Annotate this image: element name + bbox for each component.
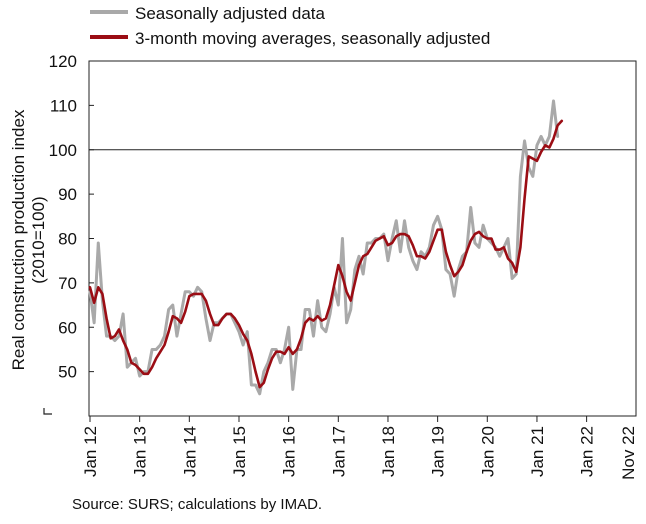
legend-label-moving-average: 3-month moving averages, seasonally adju… [135,29,490,48]
x-tick-label: Jan 12 [81,426,100,477]
x-tick-label: Jan 14 [180,426,199,477]
x-tick-label: Jan 13 [131,426,150,477]
y-tick-label: 100 [49,141,77,160]
y-axis-title: Real construction production index (2010… [9,109,48,370]
series-line-seasonally-adjusted [88,99,560,396]
y-tick-label: 120 [49,52,77,71]
series-layer [88,99,564,396]
y-axis: 50 60 70 80 90 100 110 120 [49,52,94,382]
legend: Seasonally adjusted data 3-month moving … [90,4,490,48]
series-line-moving-average [88,119,564,389]
y-tick-label: 70 [58,274,77,293]
x-tick-label: Jan 22 [578,426,597,477]
y-tick-label: 60 [58,318,77,337]
y-axis-title-line1: Real construction production index [9,109,28,370]
x-tick-label: Nov 22 [619,426,638,480]
axis-break-icon [43,408,52,415]
y-tick-label: 110 [50,96,77,115]
y-tick-label: 50 [58,363,77,382]
y-axis-title-line2: (2010=100) [29,196,48,283]
y-tick-label: 90 [58,185,77,204]
x-tick-label: Jan 21 [528,426,547,477]
y-tick-label: 80 [58,230,77,249]
x-tick-label: Jan 15 [230,426,249,477]
x-tick-label: Jan 17 [329,426,348,477]
x-tick-label: Jan 16 [280,426,299,477]
x-tick-label: Jan 20 [478,426,497,477]
legend-label-seasonally-adjusted: Seasonally adjusted data [135,4,326,23]
x-tick-label: Jan 19 [429,426,448,477]
x-axis: Jan 12 Jan 13 Jan 14 Jan 15 Jan 16 Jan 17 Jan … [81,416,638,480]
x-tick-label: Jan 18 [379,426,398,477]
source-note: Source: SURS; calculations by IMAD. [72,496,323,513]
